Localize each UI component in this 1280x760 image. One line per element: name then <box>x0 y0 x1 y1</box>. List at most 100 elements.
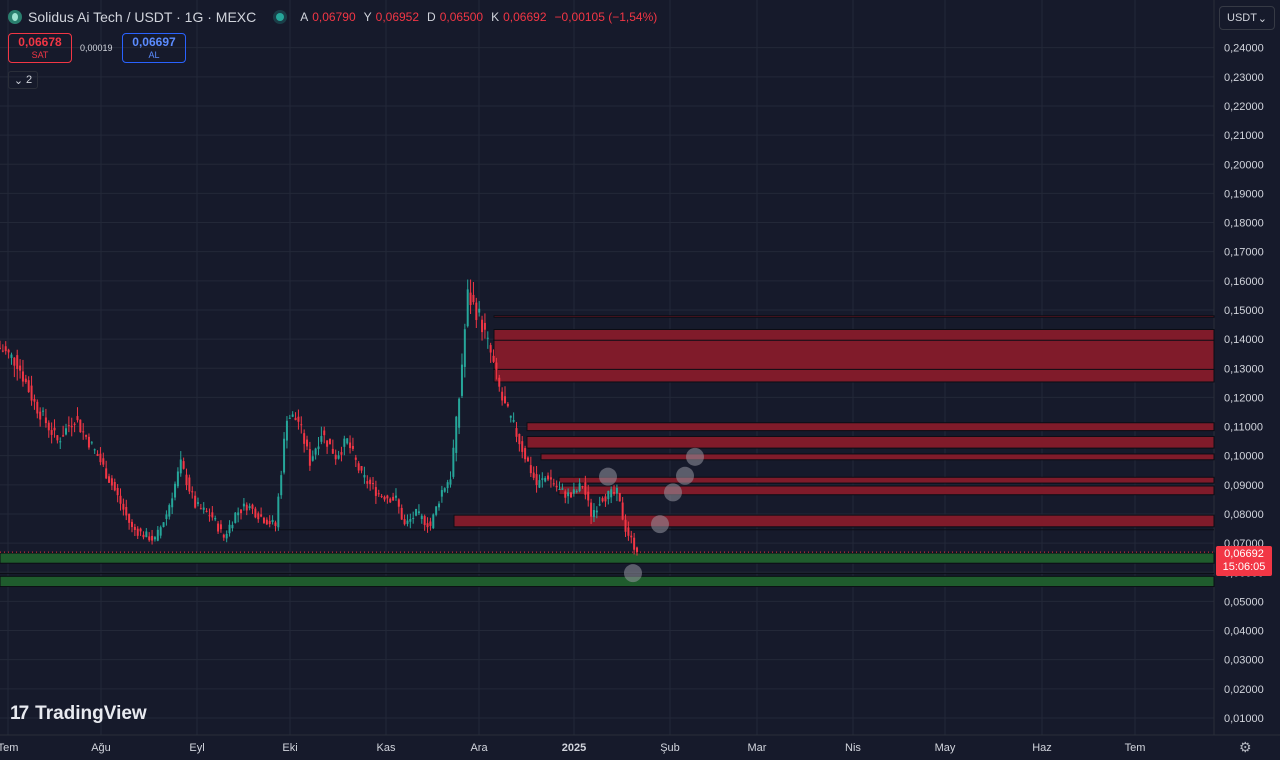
candle-body <box>326 440 329 447</box>
candle-body <box>526 457 529 462</box>
sell-button[interactable]: 0,06678 SAT <box>8 33 72 63</box>
candle-body <box>618 493 621 502</box>
chevron-down-icon: ⌄ <box>1257 12 1267 25</box>
candle-body <box>13 357 16 366</box>
y-tick-label: 0,22000 <box>1224 101 1264 113</box>
candle-body <box>70 425 73 428</box>
candle-body <box>24 378 27 383</box>
y-tick-label: 0,19000 <box>1224 188 1264 200</box>
candle-body <box>624 519 627 532</box>
candle-body <box>544 478 547 482</box>
market-open-icon <box>276 13 285 21</box>
candle-body <box>498 377 501 387</box>
x-tick-label: Tem <box>1125 742 1146 754</box>
y-tick-label: 0,23000 <box>1224 72 1264 84</box>
y-tick-label: 0,02000 <box>1224 684 1264 696</box>
candle-body <box>524 448 527 460</box>
close-key: K <box>491 10 500 24</box>
candle-body <box>366 481 369 484</box>
candle-body <box>174 483 177 498</box>
candle-body <box>242 503 245 507</box>
candle-body <box>311 456 314 461</box>
currency-value: USDT <box>1227 12 1257 24</box>
candle-body <box>76 416 79 421</box>
candle-body <box>595 510 598 513</box>
candle-body <box>340 452 343 455</box>
candle-body <box>489 345 492 353</box>
y-tick-label: 0,09000 <box>1224 480 1264 492</box>
gear-icon[interactable]: ⚙ <box>1239 739 1252 755</box>
candle-body <box>254 508 257 518</box>
candle-body <box>199 508 202 510</box>
candle-body <box>354 457 357 460</box>
candle-body <box>280 475 283 496</box>
buy-button[interactable]: 0,06697 AL <box>122 33 186 63</box>
candle-body <box>475 302 478 321</box>
indicators-toggle[interactable]: ⌄ 2 <box>8 71 38 89</box>
candle-body <box>182 461 185 469</box>
candle-body <box>541 478 544 480</box>
candle-body <box>535 474 538 486</box>
candle-body <box>575 491 578 493</box>
candle-body <box>217 523 220 532</box>
price-axis[interactable]: 0,24000 0,23000 0,22000 0,21000 0,20000 0,190… <box>1224 43 1264 725</box>
tradingview-mark: 17 <box>10 703 29 724</box>
y-tick-label: 0,16000 <box>1224 276 1264 288</box>
candle-body <box>584 482 587 495</box>
candle-body <box>219 524 222 530</box>
zone-layer <box>0 315 1215 588</box>
y-tick-label: 0,01000 <box>1224 713 1264 725</box>
ohlc-readout: A 0,06790 Y 0,06952 D 0,06500 K 0,06692 −0,0… <box>300 10 661 24</box>
candle-body <box>435 506 438 515</box>
candle-body <box>214 518 217 520</box>
candle-body <box>156 529 159 541</box>
symbol-title[interactable]: Solidus Ai Tech / USDT · 1G · MEXC <box>28 9 257 25</box>
candle-body <box>552 483 555 485</box>
candle-body <box>449 479 452 485</box>
x-tick-label: 2025 <box>562 742 586 754</box>
x-tick-label: Eyl <box>189 742 204 754</box>
candle-body <box>320 436 323 442</box>
candle-body <box>148 536 151 541</box>
candle-body <box>62 435 65 437</box>
support-zone <box>0 552 1215 564</box>
candle-body <box>222 534 225 538</box>
candle-body <box>105 468 108 479</box>
candle-body <box>328 438 331 445</box>
candle-body <box>42 410 45 412</box>
candle-body <box>337 455 340 459</box>
candle-body <box>486 337 489 339</box>
time-axis[interactable]: Tem Ağu Eyl Eki Kas Ara 2025 Şub Mar Nis May Haz Tem <box>0 742 1145 754</box>
tradingview-logo[interactable]: 17 TradingView <box>10 703 147 725</box>
resistance-zone <box>526 435 1215 449</box>
candle-body <box>176 471 179 487</box>
y-tick-label: 0,17000 <box>1224 247 1264 259</box>
candle-body <box>90 442 93 444</box>
candle-body <box>130 521 133 528</box>
candle-body <box>179 459 182 474</box>
candle-body <box>492 355 495 362</box>
candle-body <box>36 401 39 414</box>
resistance-zone <box>493 328 1215 383</box>
projection-marker <box>676 466 694 485</box>
candle-body <box>417 511 420 514</box>
candle-body <box>162 522 165 528</box>
candle-body <box>478 308 481 313</box>
candle-body <box>349 442 352 449</box>
sell-label: SAT <box>31 50 49 60</box>
candle-body <box>572 489 575 494</box>
candle-body <box>19 365 22 371</box>
candle-body <box>265 519 268 525</box>
candle-body <box>558 489 561 491</box>
currency-selector[interactable]: USDT ⌄ <box>1219 6 1275 30</box>
candle-body <box>125 507 128 516</box>
change-value: −0,00105 (−1,54%) <box>554 10 658 24</box>
candle-body <box>592 510 595 518</box>
chevron-down-icon: ⌄ <box>13 74 24 87</box>
candle-body <box>317 446 320 450</box>
candle-body <box>455 416 458 453</box>
chart-header: Solidus Ai Tech / USDT · 1G · MEXC A 0,06… <box>8 6 661 28</box>
resistance-zone <box>453 514 1215 528</box>
candle-body <box>85 434 88 437</box>
